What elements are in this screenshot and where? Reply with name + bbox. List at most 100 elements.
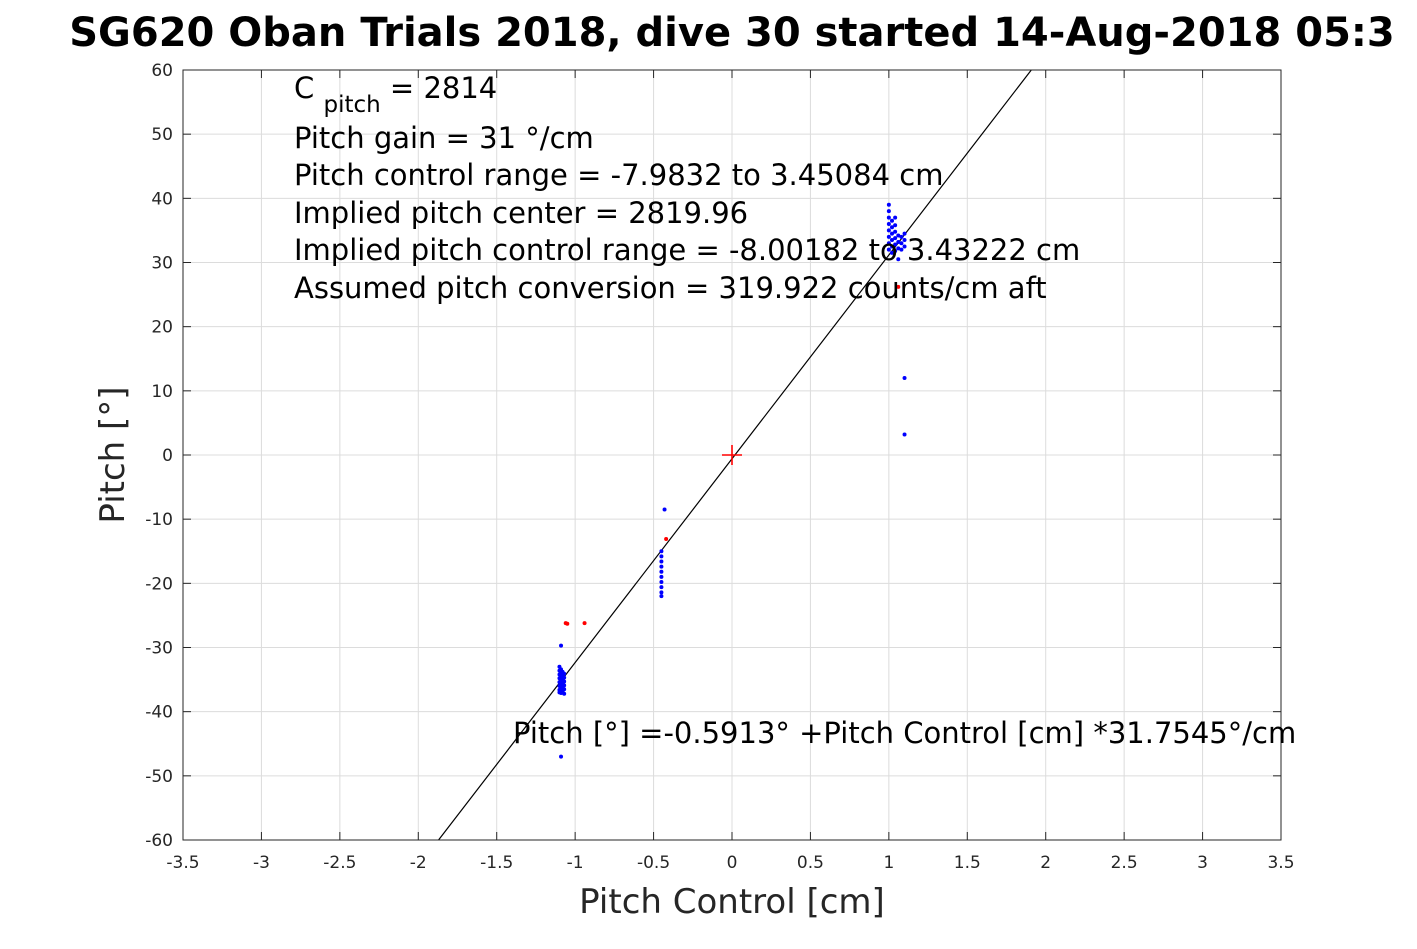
axes — [182, 69, 1282, 841]
y-tick-label: -20 — [145, 574, 173, 594]
data-point — [659, 590, 664, 595]
annotation-block: C pitch = 2814 Pitch gain = 31 °/cm Pitc… — [294, 71, 1080, 305]
data-point — [893, 248, 898, 253]
data-point — [562, 683, 567, 688]
data-point — [659, 569, 664, 574]
data-point — [559, 754, 564, 759]
highlight-point — [896, 284, 901, 289]
x-tick-label: 1 — [883, 853, 894, 873]
y-tick-label: 40 — [151, 189, 173, 209]
data-point — [562, 671, 567, 676]
data-point — [889, 238, 894, 243]
data-point — [562, 687, 567, 692]
y-tick-label: 20 — [151, 318, 173, 338]
data-point — [886, 234, 891, 239]
x-tick-label: 3.5 — [1267, 853, 1294, 873]
data-point — [889, 225, 894, 230]
data-point — [886, 222, 891, 226]
data-point — [902, 244, 907, 249]
data-point — [659, 564, 664, 569]
implied-pitch-center-annotation: Implied pitch center = 2819.96 — [294, 196, 748, 230]
data-point — [562, 675, 567, 680]
data-point — [886, 215, 891, 220]
y-tick-label: 50 — [151, 125, 173, 145]
highlight-point — [582, 621, 587, 626]
data-point — [659, 594, 664, 599]
tick-labels: -3.5 -3 -2.5 -2 -1.5 -1 -0.5 0 0.5 1 1.5 2 2.5 3 3.5 -6… — [145, 61, 1294, 873]
data-point — [896, 233, 901, 238]
data-point — [659, 554, 664, 559]
pitch-conversion-annotation: Assumed pitch conversion = 319.922 count… — [294, 271, 1047, 305]
data-point — [562, 679, 567, 684]
x-tick-label: 0.5 — [797, 853, 824, 873]
data-point — [902, 376, 907, 380]
data-point — [902, 238, 907, 243]
cpitch-value: = 2814 — [390, 71, 497, 105]
cpitch-annotation: C pitch = 2814 — [294, 71, 497, 119]
data-point — [662, 507, 667, 512]
y-tick-label: -50 — [145, 767, 173, 787]
x-tick-label: 1.5 — [954, 853, 981, 873]
y-tick-label: 60 — [151, 61, 173, 81]
data-point — [886, 241, 891, 246]
data-point — [899, 241, 904, 246]
x-tick-label: -0.5 — [637, 853, 670, 873]
x-tick-label: 3 — [1197, 853, 1208, 873]
data-point — [899, 247, 904, 252]
data-point — [899, 234, 904, 239]
y-tick-label: -30 — [145, 639, 173, 659]
data-point — [896, 239, 901, 244]
data-point — [659, 574, 664, 579]
y-tick-label: -40 — [145, 703, 173, 723]
y-tick-label: -60 — [145, 831, 173, 851]
data-point — [893, 229, 898, 234]
data-point — [902, 432, 907, 437]
data-point — [659, 559, 664, 564]
cpitch-subscript: pitch — [323, 92, 380, 118]
y-tick-label: -10 — [145, 510, 173, 530]
data-point — [889, 218, 894, 223]
data-point — [659, 585, 664, 590]
implied-pitch-range-annotation: Implied pitch control range = -8.00182 t… — [294, 233, 1080, 267]
x-tick-label: 2 — [1040, 853, 1051, 873]
x-tick-label: -3.5 — [166, 853, 199, 873]
y-tick-label: 0 — [162, 446, 173, 466]
data-point — [886, 247, 891, 252]
chart-title: SG620 Oban Trials 2018, dive 30 started … — [69, 10, 1395, 56]
y-tick-label: 30 — [151, 254, 173, 274]
y-axis-label: Pitch [°] — [93, 386, 133, 523]
data-point — [659, 580, 664, 585]
data-point — [889, 244, 894, 249]
data-point — [902, 231, 907, 236]
pitch-gain-annotation: Pitch gain = 31 °/cm — [294, 121, 594, 155]
x-tick-label: 0 — [727, 853, 738, 873]
data-point — [889, 231, 894, 236]
data-point — [886, 228, 891, 233]
x-tick-label: -3 — [253, 853, 270, 873]
data-point — [659, 549, 664, 554]
data-point — [886, 202, 891, 207]
data-point — [896, 257, 901, 262]
highlight-point — [565, 621, 570, 626]
cpitch-main: C — [294, 71, 314, 105]
scatter-points — [557, 202, 907, 759]
x-tick-label: -2.5 — [323, 853, 356, 873]
x-tick-label: 2.5 — [1111, 853, 1138, 873]
center-marker-group — [722, 445, 742, 465]
data-point — [893, 242, 898, 247]
data-point — [886, 209, 891, 214]
x-tick-label: -1 — [567, 853, 584, 873]
pitch-control-range-annotation: Pitch control range = -7.9832 to 3.45084… — [294, 158, 943, 192]
data-point — [893, 236, 898, 241]
x-axis-label: Pitch Control [cm] — [579, 882, 885, 922]
x-tick-label: -1.5 — [480, 853, 513, 873]
data-point — [896, 246, 901, 251]
fit-equation-annotation: Pitch [°] =-0.5913° +Pitch Control [cm] … — [513, 716, 1296, 750]
data-point — [562, 691, 567, 696]
data-point — [889, 250, 894, 255]
data-point — [559, 643, 564, 648]
x-tick-label: -2 — [410, 853, 427, 873]
data-point — [893, 215, 898, 220]
